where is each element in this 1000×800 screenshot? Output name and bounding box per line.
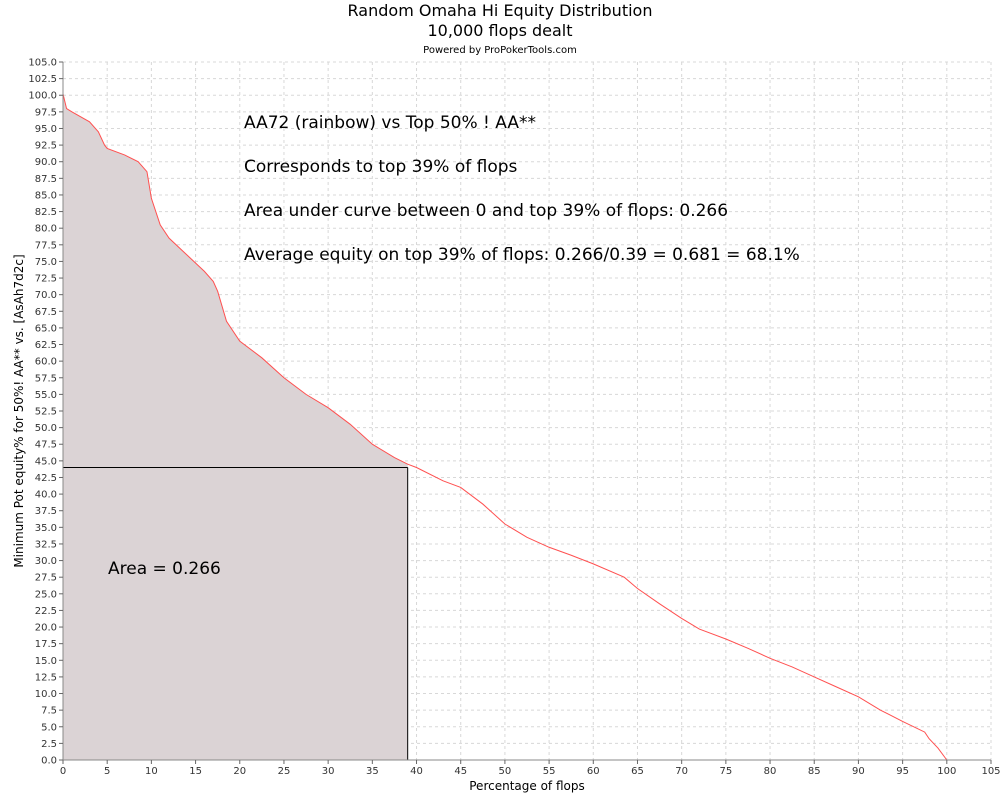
y-tick-label: 5.0 <box>41 722 57 733</box>
chart-title: Random Omaha Hi Equity Distribution <box>348 1 653 20</box>
y-tick-label: 65.0 <box>35 323 57 334</box>
x-tick-label: 95 <box>896 766 909 777</box>
y-tick-label: 10.0 <box>35 689 57 700</box>
y-tick-label: 0.0 <box>41 756 57 767</box>
y-tick-label: 22.5 <box>35 606 57 617</box>
x-tick-label: 5 <box>104 766 110 777</box>
y-tick-label: 12.5 <box>35 672 57 683</box>
chart-subtitle: 10,000 flops dealt <box>427 21 572 40</box>
y-tick-label: 7.5 <box>41 706 57 717</box>
area-under-curve <box>63 93 408 760</box>
x-tick-label: 105 <box>981 766 1000 777</box>
area-label: Area = 0.266 <box>108 559 221 579</box>
y-tick-label: 70.0 <box>35 290 57 301</box>
y-tick-label: 52.5 <box>35 407 57 418</box>
y-tick-label: 2.5 <box>41 739 57 750</box>
y-tick-label: 25.0 <box>35 589 57 600</box>
x-tick-label: 45 <box>454 766 467 777</box>
y-tick-label: 77.5 <box>35 240 57 251</box>
annotation-matchup: AA72 (rainbow) vs Top 50% ! AA** <box>244 113 536 133</box>
x-tick-label: 85 <box>808 766 821 777</box>
y-tick-label: 82.5 <box>35 207 57 218</box>
x-tick-label: 25 <box>278 766 291 777</box>
y-tick-label: 42.5 <box>35 473 57 484</box>
y-tick-label: 85.0 <box>35 190 57 201</box>
y-tick-label: 40.0 <box>35 490 57 501</box>
x-tick-label: 100 <box>937 766 956 777</box>
y-tick-label: 30.0 <box>35 556 57 567</box>
shaded-area <box>63 93 409 760</box>
x-tick-label: 50 <box>499 766 512 777</box>
x-tick-label: 0 <box>60 766 66 777</box>
x-tick-label: 10 <box>145 766 158 777</box>
y-tick-label: 17.5 <box>35 639 57 650</box>
x-tick-label: 80 <box>764 766 777 777</box>
y-tick-label: 72.5 <box>35 274 57 285</box>
y-tick-label: 50.0 <box>35 423 57 434</box>
y-tick-label: 37.5 <box>35 506 57 517</box>
x-axis-label: Percentage of flops <box>469 779 584 793</box>
y-tick-label: 35.0 <box>35 523 57 534</box>
y-tick-label: 57.5 <box>35 373 57 384</box>
x-tick-label: 60 <box>587 766 600 777</box>
equity-curve <box>62 93 948 761</box>
y-tick-label: 92.5 <box>35 141 57 152</box>
grid <box>62 61 992 761</box>
x-tick-label: 55 <box>543 766 556 777</box>
y-tick-label: 97.5 <box>35 107 57 118</box>
x-tick-label: 20 <box>233 766 246 777</box>
y-tick-label: 105.0 <box>28 58 57 69</box>
chart-credit: Powered by ProPokerTools.com <box>423 45 577 56</box>
y-axis-label: Minimum Pot equity% for 50%! AA** vs. [A… <box>12 254 26 567</box>
y-tick-label: 67.5 <box>35 307 57 318</box>
y-tick-label: 62.5 <box>35 340 57 351</box>
y-tick-label: 32.5 <box>35 539 57 550</box>
annotation-top-flops: Corresponds to top 39% of flops <box>244 157 518 177</box>
x-tick-label: 90 <box>852 766 865 777</box>
y-tick-label: 27.5 <box>35 573 57 584</box>
annotation-average: Average equity on top 39% of flops: 0.26… <box>244 245 800 265</box>
y-tick-label: 95.0 <box>35 124 57 135</box>
annotation-area: Area under curve between 0 and top 39% o… <box>244 201 728 221</box>
y-tick-label: 20.0 <box>35 623 57 634</box>
x-tick-label: 35 <box>366 766 379 777</box>
x-tick-label: 70 <box>675 766 688 777</box>
x-tick-label: 75 <box>719 766 732 777</box>
series-layer <box>62 93 948 761</box>
y-tick-label: 87.5 <box>35 174 57 185</box>
x-tick-label: 30 <box>322 766 335 777</box>
y-tick-label: 55.0 <box>35 390 57 401</box>
ticks: 0 5 10 15 20 25 30 35 40 45 50 55 60 65 70 75 80 85 90 95 10… <box>28 58 1000 778</box>
y-tick-label: 100.0 <box>28 91 57 102</box>
x-tick-label: 40 <box>410 766 423 777</box>
y-tick-label: 60.0 <box>35 357 57 368</box>
y-tick-label: 47.5 <box>35 440 57 451</box>
x-tick-label: 15 <box>189 766 202 777</box>
y-tick-label: 80.0 <box>35 224 57 235</box>
y-tick-label: 75.0 <box>35 257 57 268</box>
y-tick-label: 102.5 <box>28 74 57 85</box>
y-tick-label: 15.0 <box>35 656 57 667</box>
y-tick-label: 90.0 <box>35 157 57 168</box>
y-tick-label: 45.0 <box>35 456 57 467</box>
x-tick-label: 65 <box>631 766 644 777</box>
